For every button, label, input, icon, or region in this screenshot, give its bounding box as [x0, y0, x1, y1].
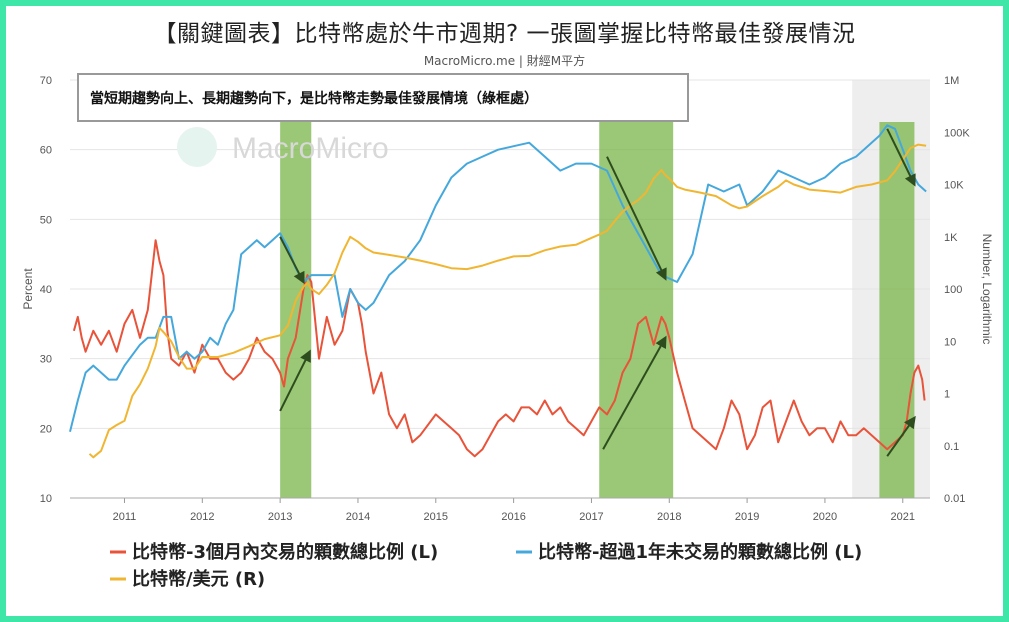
legend-label: 比特幣-超過1年未交易的顆數總比例 (L): [538, 541, 862, 563]
y-right-tick-label: 1K: [944, 232, 958, 244]
y-left-tick-label: 40: [40, 284, 52, 296]
x-tick-label: 2019: [735, 511, 759, 523]
watermark-logo-icon: [177, 127, 217, 167]
y-right-tick-label: 1M: [944, 75, 959, 87]
y-left-tick-label: 10: [40, 493, 52, 505]
y-left-tick-label: 60: [40, 145, 52, 157]
trend-arrow: [886, 128, 916, 187]
series-line-1: [72, 239, 926, 458]
y-right-tick-label: 0.1: [944, 441, 959, 453]
legend: 比特幣-3個月內交易的顆數總比例 (L) 比特幣-超過1年未交易的顆數總比例 (L…: [110, 541, 862, 590]
x-tick-label: 2016: [501, 511, 525, 523]
highlight-region: [280, 122, 312, 498]
legend-label: 比特幣-3個月內交易的顆數總比例 (L): [132, 541, 438, 563]
y-right-axis-title: Number, Logarithmic: [980, 234, 994, 345]
series-lines: [69, 124, 927, 459]
trend-arrows: [279, 128, 916, 457]
trend-arrow: [606, 156, 667, 281]
trend-arrow: [279, 349, 311, 412]
annotation-border: [77, 73, 689, 122]
x-tick-label: 2017: [579, 511, 603, 523]
y-left-tick-label: 20: [40, 423, 52, 435]
y-left-tick-label: 50: [40, 214, 52, 226]
x-tick-label: 2018: [657, 511, 681, 523]
series-line-2: [69, 124, 927, 433]
y-right-tick-label: 1: [944, 389, 950, 401]
chart-subtitle: MacroMicro.me | 財經M平方: [423, 54, 586, 68]
y-left-tick-label: 30: [40, 354, 52, 366]
y-left-axis-title: Percent: [21, 268, 35, 310]
trend-arrow: [279, 236, 305, 285]
x-tick-label: 2012: [190, 511, 214, 523]
axes: 10 20 30 40 50 60 70 0.01 0.1 1 10 100 1K 10K 100K 1M 20…: [21, 75, 994, 523]
y-right-tick-label: 100K: [944, 127, 970, 139]
y-right-tick-label: 0.01: [944, 493, 965, 505]
x-tick-label: 2013: [268, 511, 292, 523]
series-line-3: [88, 143, 927, 459]
trend-arrow: [602, 335, 667, 450]
y-right-tick-label: 10: [944, 336, 956, 348]
y-right-tick-label: 100: [944, 284, 962, 296]
y-right-tick-label: 10K: [944, 180, 964, 192]
watermark-text: MacroMicro: [232, 132, 389, 165]
annotation-text: 當短期趨勢向上、長期趨勢向下，是比特幣走勢最佳發展情境（綠框處）: [90, 90, 538, 107]
watermark: MacroMicro: [177, 127, 389, 167]
trend-arrow: [886, 415, 916, 457]
annotation-box: 當短期趨勢向上、長期趨勢向下，是比特幣走勢最佳發展情境（綠框處）: [77, 73, 689, 122]
legend-label: 比特幣/美元 (R): [132, 568, 265, 590]
x-tick-label: 2014: [346, 511, 370, 523]
y-left-tick-label: 70: [40, 75, 52, 87]
chart-title: 【關鍵圖表】比特幣處於牛市週期? 一張圖掌握比特幣最佳發展情況: [153, 21, 856, 47]
x-tick-label: 2020: [813, 511, 837, 523]
x-tick-label: 2011: [113, 511, 137, 523]
x-tick-label: 2015: [424, 511, 448, 523]
x-tick-label: 2021: [891, 511, 915, 523]
